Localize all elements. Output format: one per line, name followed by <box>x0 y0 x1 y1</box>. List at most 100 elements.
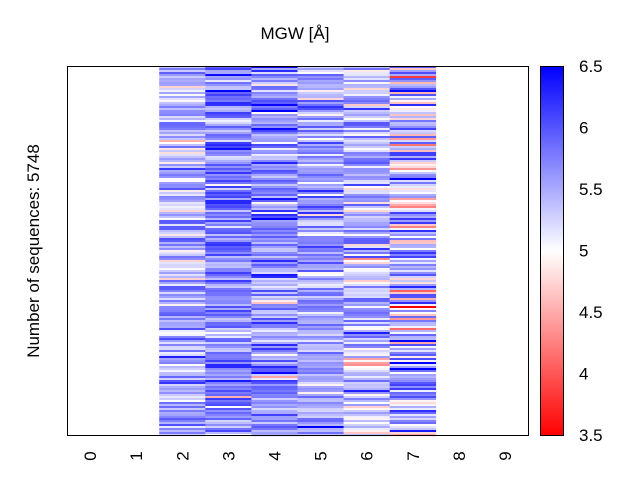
heatmap-cell <box>389 406 437 409</box>
heatmap-cell <box>343 248 390 251</box>
heatmap-cell <box>159 364 206 367</box>
heatmap-cell <box>343 336 390 339</box>
heatmap-cell <box>389 156 437 159</box>
heatmap-cell <box>205 328 252 331</box>
heatmap-cell <box>159 316 206 319</box>
heatmap-cell <box>251 78 298 81</box>
heatmap-cell <box>297 134 344 137</box>
heatmap-cell <box>343 98 390 101</box>
heatmap-cell <box>343 140 390 143</box>
heatmap-cell <box>251 356 298 359</box>
heatmap-cell <box>205 288 252 291</box>
heatmap-cell <box>343 286 390 289</box>
heatmap-cell <box>343 70 390 73</box>
heatmap-cell <box>389 170 437 173</box>
heatmap-cell <box>297 346 344 349</box>
heatmap-cell <box>159 88 206 91</box>
heatmap-cell <box>389 318 437 321</box>
heatmap-cell <box>205 408 252 411</box>
heatmap-cell <box>297 94 344 97</box>
plot-frame <box>67 66 529 436</box>
heatmap-cell <box>343 112 390 115</box>
heatmap-cell <box>251 156 298 159</box>
heatmap-cell <box>389 334 437 337</box>
heatmap-cell <box>389 320 437 323</box>
heatmap-cell <box>389 112 437 115</box>
heatmap-cell <box>297 110 344 113</box>
heatmap-cell <box>251 374 298 377</box>
heatmap-cell <box>251 124 298 127</box>
heatmap-cell <box>251 232 298 235</box>
heatmap-cell <box>159 382 206 385</box>
heatmap-cell <box>297 292 344 295</box>
heatmap-cell <box>205 364 252 367</box>
heatmap-cell <box>343 142 390 145</box>
heatmap-cell <box>297 340 344 343</box>
heatmap-cell <box>251 112 298 115</box>
heatmap-cell <box>343 80 390 83</box>
heatmap-cell <box>297 270 344 273</box>
heatmap-cell <box>389 114 437 117</box>
heatmap-cell <box>251 376 298 379</box>
heatmap-cell <box>251 162 298 165</box>
heatmap-cell <box>205 76 252 79</box>
heatmap-cell <box>297 174 344 177</box>
heatmap-cell <box>389 178 437 181</box>
heatmap-cell <box>251 88 298 91</box>
heatmap-cell <box>159 186 206 189</box>
heatmap-cell <box>343 170 390 173</box>
heatmap-cell <box>205 316 252 319</box>
heatmap-cell <box>343 260 390 263</box>
heatmap-cell <box>297 116 344 119</box>
heatmap-cell <box>159 94 206 97</box>
heatmap-cell <box>251 278 298 281</box>
heatmap-cell <box>159 394 206 397</box>
heatmap-cell <box>297 112 344 115</box>
heatmap-cell <box>389 210 437 213</box>
heatmap-cell <box>389 136 437 139</box>
heatmap-cell <box>251 168 298 171</box>
heatmap-cell <box>389 368 437 371</box>
heatmap-cell <box>159 112 206 115</box>
heatmap-cell <box>205 94 252 97</box>
heatmap-cell <box>389 394 437 397</box>
heatmap-cell <box>297 284 344 287</box>
heatmap-cell <box>159 422 206 425</box>
heatmap-cell <box>251 432 298 435</box>
heatmap-cell <box>297 334 344 337</box>
heatmap-cell <box>251 416 298 419</box>
heatmap-cell <box>205 222 252 225</box>
heatmap-cell <box>205 312 252 315</box>
heatmap-cell <box>343 340 390 343</box>
heatmap-cell <box>251 300 298 303</box>
heatmap-cell <box>343 350 390 353</box>
heatmap-cell <box>389 390 437 393</box>
heatmap-cell <box>389 350 437 353</box>
heatmap-cell <box>389 342 437 345</box>
heatmap-cell <box>205 276 252 279</box>
heatmap-cell <box>251 258 298 261</box>
heatmap-cell <box>205 120 252 123</box>
heatmap-cell <box>343 284 390 287</box>
heatmap-cell <box>159 306 206 309</box>
heatmap-cell <box>251 180 298 183</box>
heatmap-cell <box>251 294 298 297</box>
heatmap-cell <box>389 322 437 325</box>
heatmap-cell <box>251 342 298 345</box>
heatmap-cell <box>389 196 437 199</box>
heatmap-cell <box>251 274 298 277</box>
heatmap-cell <box>297 344 344 347</box>
heatmap-cell <box>251 194 298 197</box>
heatmap-cell <box>389 70 437 73</box>
heatmap-cell <box>159 224 206 227</box>
heatmap-cell <box>343 180 390 183</box>
heatmap-cell <box>343 332 390 335</box>
heatmap-cell <box>251 182 298 185</box>
heatmap-cell <box>343 348 390 351</box>
heatmap-cell <box>251 200 298 203</box>
heatmap-cell <box>251 230 298 233</box>
heatmap-cell <box>205 176 252 179</box>
heatmap-cell <box>389 248 437 251</box>
heatmap-cell <box>389 354 437 357</box>
heatmap-cell <box>343 414 390 417</box>
